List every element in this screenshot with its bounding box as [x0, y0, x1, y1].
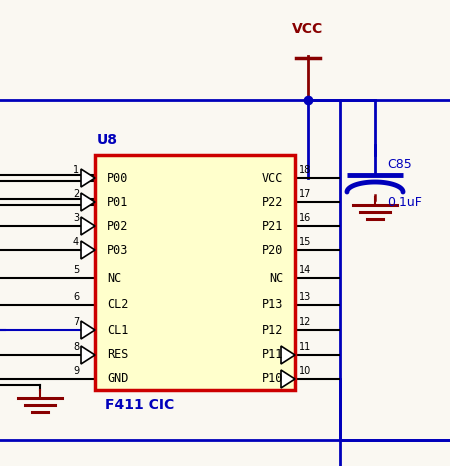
- Text: P22: P22: [261, 196, 283, 208]
- Text: 8: 8: [73, 342, 79, 352]
- Text: CL2: CL2: [107, 299, 128, 311]
- Polygon shape: [281, 346, 295, 364]
- Polygon shape: [81, 241, 95, 259]
- Polygon shape: [281, 370, 295, 388]
- Polygon shape: [81, 193, 95, 211]
- Polygon shape: [81, 217, 95, 235]
- Text: 2: 2: [73, 189, 79, 199]
- Text: NC: NC: [107, 272, 121, 285]
- Text: 14: 14: [299, 265, 311, 275]
- Text: U8: U8: [97, 133, 118, 147]
- Polygon shape: [81, 169, 95, 187]
- Text: GND: GND: [107, 372, 128, 385]
- Polygon shape: [81, 346, 95, 364]
- Text: 18: 18: [299, 165, 311, 175]
- Text: VCC: VCC: [292, 22, 324, 36]
- Text: P11: P11: [261, 349, 283, 362]
- Text: 0.1uF: 0.1uF: [387, 196, 422, 209]
- Text: 7: 7: [73, 317, 79, 327]
- Text: P00: P00: [107, 171, 128, 185]
- Text: C85: C85: [387, 158, 412, 171]
- Text: P02: P02: [107, 219, 128, 233]
- Text: RES: RES: [107, 349, 128, 362]
- Text: CL1: CL1: [107, 323, 128, 336]
- Text: NC: NC: [269, 272, 283, 285]
- Text: 10: 10: [299, 366, 311, 376]
- Text: 15: 15: [299, 237, 311, 247]
- Text: F411 CIC: F411 CIC: [105, 398, 174, 412]
- Text: P01: P01: [107, 196, 128, 208]
- Text: 1: 1: [73, 165, 79, 175]
- Text: 11: 11: [299, 342, 311, 352]
- Polygon shape: [81, 321, 95, 339]
- Text: P12: P12: [261, 323, 283, 336]
- Text: 16: 16: [299, 213, 311, 223]
- Text: 13: 13: [299, 292, 311, 302]
- Text: P21: P21: [261, 219, 283, 233]
- Text: 3: 3: [73, 213, 79, 223]
- Bar: [95, 155, 295, 390]
- Text: 6: 6: [73, 292, 79, 302]
- Text: P03: P03: [107, 244, 128, 256]
- Text: P20: P20: [261, 244, 283, 256]
- Text: 9: 9: [73, 366, 79, 376]
- Text: VCC: VCC: [261, 171, 283, 185]
- Text: P13: P13: [261, 299, 283, 311]
- Text: P10: P10: [261, 372, 283, 385]
- Text: 5: 5: [73, 265, 79, 275]
- Text: 12: 12: [299, 317, 311, 327]
- Text: 4: 4: [73, 237, 79, 247]
- Text: 17: 17: [299, 189, 311, 199]
